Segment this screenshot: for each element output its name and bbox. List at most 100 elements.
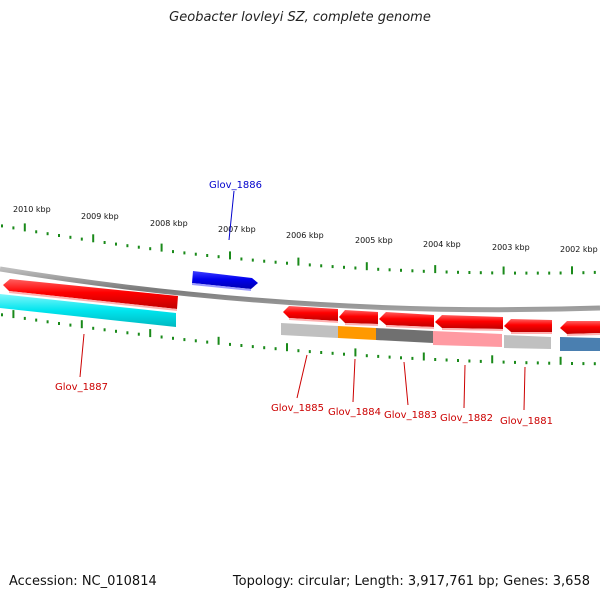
ruler-minor-tick [274,260,277,264]
accession-text: Accession: NC_010814 [9,574,157,589]
ruler-minor-tick [331,265,334,269]
ruler-minor-tick [12,226,15,230]
ruler-minor-tick [445,358,448,362]
cog-segment-orange [338,326,376,340]
ruler-major-tick [149,329,152,338]
ruler-minor-tick [206,254,209,257]
ruler-minor-tick [525,361,528,365]
ruler-minor-tick [46,320,49,324]
gene-glov-1884[interactable] [339,310,378,326]
ruler-minor-tick [593,270,596,274]
ruler-minor-tick [149,247,152,251]
gene-label-glov-1884[interactable]: Glov_1884 [328,407,381,418]
ruler-minor-tick [137,245,140,249]
ruler-minor-tick [92,326,95,330]
ruler-major-tick [80,320,83,329]
ruler-major-tick [297,257,300,266]
ruler-minor-tick [274,347,277,351]
ruler-minor-tick [35,318,38,322]
ruler-minor-tick [457,359,459,362]
ruler-major-tick [354,348,357,357]
ruler-minor-tick [525,271,528,275]
gene-glov-1886[interactable] [192,271,258,291]
ruler-minor-tick [411,269,414,273]
ruler-major-tick [559,356,562,365]
ruler-label: 2003 kbp [492,243,530,252]
ruler-minor-tick [434,358,437,361]
callout-glov-1884 [352,358,356,403]
callout-glov-1882 [463,364,466,409]
ruler-minor-tick [263,259,266,263]
ruler-minor-tick [479,359,482,363]
gene-label-glov-1887[interactable]: Glov_1887 [55,382,108,393]
ruler-minor-tick [502,360,505,364]
gene-glov-1887[interactable] [3,279,178,311]
gene-partial-right[interactable] [560,321,600,336]
ruler-major-tick [491,355,494,364]
ruler-minor-tick [1,313,3,317]
ruler-minor-tick [69,323,72,327]
ruler-minor-tick [263,346,266,350]
cog-segment-pink [433,331,502,347]
ruler-label: 2010 kbp [13,205,51,214]
ruler-major-tick [365,262,368,271]
ruler-minor-tick [365,354,368,358]
cog-segment-lightgray [504,335,551,349]
map-title: Geobacter lovleyi SZ, complete genome [169,10,431,25]
ruler-minor-tick [297,349,300,353]
ruler-minor-tick [229,342,231,346]
ruler-minor-tick [445,270,448,274]
cog-segment-cyan [0,294,176,327]
gene-glov-1885[interactable] [283,306,338,323]
ruler-minor-tick [58,322,60,325]
ruler-minor-tick [103,241,106,244]
ruler-major-tick [229,251,231,260]
ruler-minor-tick [80,237,83,241]
ruler-minor-tick [69,235,72,239]
ruler-minor-tick [514,360,516,364]
ruler-minor-tick [400,268,402,272]
topology-text: Topology: circular; Length: 3,917,761 bp… [232,574,590,589]
gene-label-glov-1881[interactable]: Glov_1881 [500,416,553,427]
ruler-minor-tick [582,362,585,366]
callout-glov-1881 [523,366,526,411]
ruler-label: 2007 kbp [218,225,256,234]
ruler-minor-tick [126,331,129,335]
cog-segment-lightgray [281,323,338,338]
ruler-minor-tick [217,255,220,259]
ruler-minor-tick [320,351,323,354]
ruler-minor-tick [468,271,471,274]
ruler-label: 2002 kbp [560,245,598,254]
ruler-minor-tick [240,257,243,261]
bp-ruler [1,310,596,366]
ruler-major-tick [422,352,425,361]
genome-backbone [0,266,600,313]
gene-label-glov-1882[interactable]: Glov_1882 [440,413,493,424]
ruler-minor-tick [115,242,117,246]
ruler-minor-tick [411,356,414,360]
ruler-label: 2008 kbp [150,219,188,228]
gene-label-glov-1883[interactable]: Glov_1883 [384,410,437,421]
ruler-minor-tick [46,232,49,236]
ruler-major-tick [217,336,220,345]
gene-glov-1881[interactable] [504,319,552,334]
ruler-minor-tick [240,344,243,347]
ruler-major-tick [434,265,437,274]
ruler-minor-tick [183,251,186,255]
ruler-minor-tick [536,361,539,365]
ruler-minor-tick [479,271,482,275]
ruler-minor-tick [354,266,357,270]
gene-label-glov-1885[interactable]: Glov_1885 [271,403,324,414]
ruler-minor-tick [251,345,254,349]
ruler-minor-tick [377,354,380,358]
ruler-minor-tick [343,265,345,269]
gene-glov-1882[interactable] [435,315,503,331]
gene-label-glov-1886[interactable]: Glov_1886 [209,180,262,191]
ruler-minor-tick [251,258,254,262]
ruler-minor-tick [400,356,402,360]
ruler-minor-tick [559,271,562,275]
cog-band [0,294,600,351]
gene-glov-1883[interactable] [379,312,434,329]
ruler-major-tick [286,343,288,352]
ruler-minor-tick [514,271,516,275]
